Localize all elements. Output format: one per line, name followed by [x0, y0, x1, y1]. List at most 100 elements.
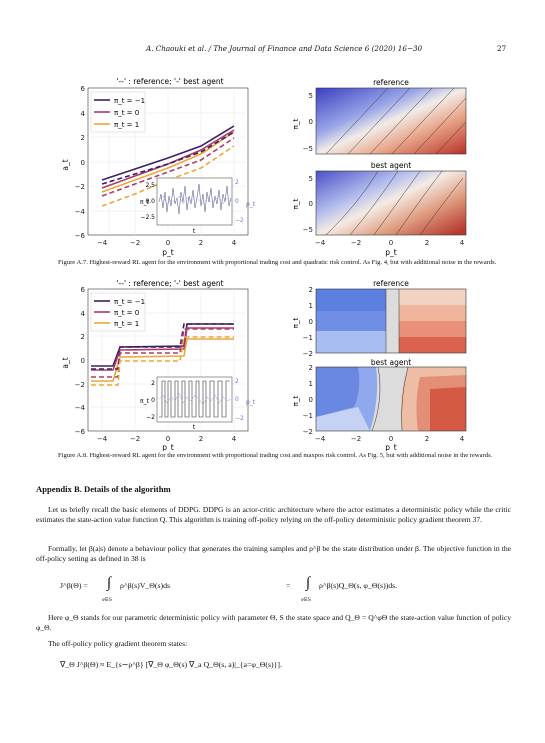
fig-a8-right-panels: reference best agent — [292, 279, 467, 451]
fig-a8-xtick-2: −2 — [130, 435, 140, 443]
fig-a8-r-xtick-1: −4 — [315, 435, 326, 443]
fig-a7-ytick-2: 4 — [81, 110, 86, 118]
fig-a8-legend-item-3: π_t = 1 — [114, 320, 139, 328]
fig-a8-r-xtick-5: 4 — [460, 435, 465, 443]
fig-a8-xtick-5: 4 — [232, 435, 237, 443]
fig-a8-ref-pi-minus1 — [91, 323, 234, 370]
fig-a7-ref-heatmap — [315, 87, 467, 155]
eq-equals: = — [286, 581, 291, 590]
figure-a8-caption: Figure A.8. Highest-reward RL agent for … — [58, 452, 493, 459]
fig-a7-agent-title: best agent — [371, 161, 411, 170]
fig-a8-r-xtick-4: 2 — [425, 435, 429, 443]
fig-a7-ytick-3: 2 — [81, 134, 85, 142]
fig-a8-inset-rlabel: p_t — [246, 399, 256, 406]
fig-a8-r-ytick-8: 0 — [309, 396, 313, 404]
fig-a8-inset-ytick-1: 2 — [151, 380, 155, 387]
fig-a7-inset: 2.5 0.0 −2.5 π_t t 2 0 −2 p_t — [140, 177, 256, 235]
fig-a7-r-ytick-2: 0 — [309, 118, 313, 126]
fig-a8-inset-xlabel: t — [193, 424, 196, 431]
fig-a7-r-ytick-3: −5 — [303, 145, 313, 153]
fig-a8-ytick-4: 0 — [81, 357, 85, 365]
fig-a7-inset-rtick-2: 0 — [235, 198, 239, 205]
fig-a7-r-xtick-1: −4 — [315, 239, 326, 247]
figure-a7-caption: Figure A.7. Highest-reward RL agent for … — [58, 259, 497, 266]
fig-a7-legend-item-1: π_t = −1 — [114, 97, 145, 105]
fig-a8-r-ylabel-top: π_t — [292, 318, 300, 329]
fig-a8-xtick-4: 2 — [199, 435, 203, 443]
eq-rhs: ρ^β(s)Q_Θ(s, φ_Θ(s))ds. — [319, 581, 398, 590]
fig-a7-left-title: '--' : reference; '-' best agent — [116, 77, 223, 86]
eq-lhs: J^β(Θ) = — [60, 581, 88, 590]
fig-a7-ylabel: a_t — [61, 159, 70, 170]
fig-a7-r-xlabel: p_t — [385, 248, 397, 257]
fig-a7-legend-item-2: π_t = 0 — [114, 109, 139, 117]
fig-a8-r-ytick-4: −1 — [303, 334, 313, 342]
fig-a7-xtick-5: 4 — [232, 239, 237, 247]
fig-a7-xlabel: p_t — [162, 248, 174, 257]
fig-a7-line-pi-minus1 — [101, 125, 235, 181]
fig-a8-ref-heatmap — [315, 288, 467, 354]
integral-sign-2: ∫ — [306, 575, 311, 591]
paragraph-4: The off-policy policy gradient theorem s… — [48, 639, 188, 648]
eq-sub-2: s∈S — [301, 597, 311, 603]
fig-a8-xtick-1: −4 — [97, 435, 108, 443]
fig-a7-right-panels: reference best agent 5 0 −5 5 0 −5 −4 −2… — [292, 78, 467, 257]
fig-a8-r-ylabel-bottom: π_t — [292, 396, 300, 407]
fig-a8-inset-rtick-1: 2 — [235, 378, 239, 385]
fig-a8-line-pi-1 — [91, 338, 234, 382]
fig-a7-ref-pi-minus1 — [101, 131, 235, 185]
fig-a8-ref-pi-1 — [91, 336, 234, 386]
paragraph-2: Formally, let β(a|s) denote a behaviour … — [36, 544, 511, 564]
fig-a7-inset-xlabel: t — [193, 228, 196, 235]
fig-a8-r-xtick-2: −2 — [351, 435, 361, 443]
fig-a7-r-ytick-1: 5 — [309, 92, 313, 100]
fig-a8-agent-heatmap — [315, 366, 467, 432]
fig-a8-r-ytick-10: −2 — [303, 428, 313, 436]
fig-a8-r-ytick-1: 2 — [309, 286, 313, 294]
fig-a8-ytick-3: 2 — [81, 333, 85, 341]
section-title: Appendix B. Details of the algorithm — [36, 484, 171, 494]
fig-a8-legend-item-1: π_t = −1 — [114, 298, 145, 306]
fig-a7-r-ylabel-top: π_t — [292, 119, 300, 130]
fig-a7-ytick-5: −2 — [75, 183, 85, 191]
fig-a7-inset-rtick-1: 2 — [235, 179, 239, 186]
fig-a7-xtick-2: −2 — [130, 239, 140, 247]
fig-a7-line-pi-1 — [101, 131, 235, 193]
fig-a7-xtick-1: −4 — [97, 239, 108, 247]
integral-sign-1: ∫ — [107, 575, 112, 591]
fig-a8-r-ytick-5: −2 — [303, 350, 313, 358]
fig-a8-inset: 2 0 −2 π_t t 2 0 −2 p_t — [140, 376, 256, 431]
fig-a8-inset-rtick-3: −2 — [235, 415, 244, 422]
fig-a8-r-ytick-9: −1 — [303, 412, 313, 420]
equation-gradient: ∇_Θ J^β(Θ) ≈ E_{s∼ρ^β} [∇_Θ φ_Θ(s) ∇_a Q… — [60, 660, 282, 669]
fig-a8-xtick-3: 0 — [166, 435, 170, 443]
figure-a8: '--' : reference; '-' best agent π_t = −… — [61, 279, 467, 451]
fig-a8-inset-rtick-2: 0 — [235, 396, 239, 403]
fig-a8-r-ytick-7: 1 — [309, 380, 313, 388]
fig-a8-ylabel: a_t — [61, 357, 70, 368]
fig-a7-r-ylabel-bottom: π_t — [292, 199, 300, 210]
fig-a8-r-xtick-3: 0 — [389, 435, 393, 443]
fig-a8-r-ytick-2: 1 — [309, 302, 313, 310]
fig-a8-left-panel: '--' : reference; '-' best agent π_t = −… — [61, 279, 256, 451]
fig-a7-inset-ytick-1: 2.5 — [145, 182, 155, 189]
fig-a7-inset-rtick-3: −2 — [235, 217, 244, 224]
fig-a8-ytick-2: 4 — [81, 310, 86, 318]
fig-a8-line-pi-0 — [91, 327, 234, 371]
fig-a8-agent-title: best agent — [371, 358, 411, 367]
fig-a7-ref-title: reference — [373, 78, 409, 87]
fig-a8-ytick-5: −2 — [75, 381, 85, 389]
fig-a7-r-xtick-4: 2 — [425, 239, 429, 247]
fig-a8-r-xlabel: p_t — [385, 443, 397, 451]
fig-a8-r-ytick-3: 0 — [309, 318, 313, 326]
fig-a7-ytick-7: −6 — [75, 232, 86, 240]
fig-a7-inset-rlabel: p_t — [246, 201, 256, 208]
eq-sub-1: s∈S — [102, 597, 112, 603]
fig-a7-r-ytick-5: 0 — [309, 200, 313, 208]
eq-mid: ρ^β(s)V_Θ(s)ds — [120, 581, 171, 590]
fig-a7-xtick-4: 2 — [199, 239, 203, 247]
fig-a7-inset-ylabel: π_t — [140, 199, 150, 206]
fig-a7-r-ytick-4: 5 — [309, 175, 313, 183]
fig-a7-xtick-3: 0 — [166, 239, 170, 247]
fig-a7-r-xtick-5: 4 — [460, 239, 465, 247]
